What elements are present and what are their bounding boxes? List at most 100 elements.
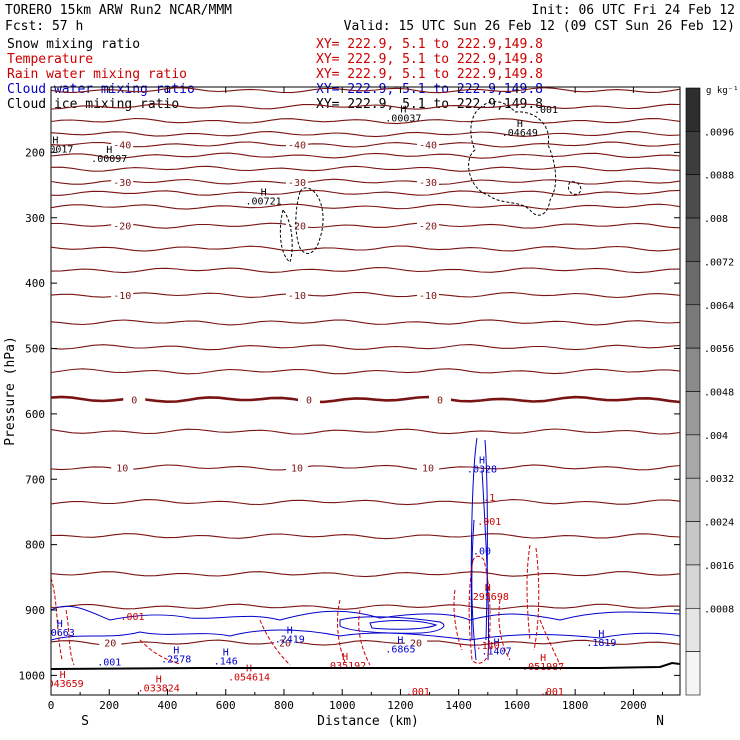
temperature-contour <box>51 291 680 299</box>
temperature-label: 20 <box>104 639 116 650</box>
rain-max-marker: H <box>342 652 348 663</box>
temperature-label-bg <box>285 461 308 474</box>
colorbar-swatch <box>685 261 701 306</box>
temperature-label: -20 <box>288 222 306 233</box>
temperature-label: -40 <box>113 141 131 152</box>
temperature-label-bg <box>111 461 134 474</box>
legend-xy-cloud-water: XY= 222.9, 5.1 to 222.9,149.8 <box>316 82 543 97</box>
rain-contour <box>51 577 75 666</box>
axes: 0 200 400 600 800 1000 1200 1400 1600 1800 2000200… <box>19 87 680 712</box>
colorbar-swatch <box>685 607 701 652</box>
colorbar-label: .0016 <box>704 561 734 572</box>
temperature-label: 0 <box>437 395 443 406</box>
snow-label: .00037 <box>385 114 421 125</box>
temperature-label: -20 <box>113 222 131 233</box>
cloud-water-max-marker: H <box>223 647 229 658</box>
cloud-water-label: .00 <box>473 546 491 557</box>
legend-xy-snow: XY= 222.9, 5.1 to 222.9,149.8 <box>316 37 543 52</box>
rain-contour <box>337 599 371 666</box>
snow-max-marker: H <box>106 145 112 156</box>
y-axis-title: Pressure (hPa) <box>3 336 18 446</box>
y-tick-label: 800 <box>25 539 45 552</box>
rain-label: .001 <box>120 612 144 623</box>
temperature-label-bg <box>429 393 452 406</box>
model-title: TORERO 15km ARW Run2 NCAR/MMM <box>5 3 232 18</box>
temperature-label-bg <box>297 393 320 406</box>
x-tick-label: 800 <box>274 699 294 712</box>
temperature-label-bg <box>417 288 440 301</box>
temperature-contour <box>51 639 680 646</box>
temperature-label: -30 <box>288 178 306 189</box>
colorbar-swatch <box>685 304 701 349</box>
temperature-contour <box>51 131 680 138</box>
legend-xy-temperature: XY= 222.9, 5.1 to 222.9,149.8 <box>316 52 543 67</box>
colorbar-label: .0024 <box>704 518 734 529</box>
rain-contour <box>526 544 540 651</box>
colorbar-swatch <box>685 391 701 436</box>
cloud-water-label: .001 <box>97 658 121 669</box>
y-tick-label: 400 <box>25 277 45 290</box>
init-time: Init: 06 UTC Fri 24 Feb 12 <box>532 3 736 18</box>
colorbar-label: .0088 <box>704 171 734 182</box>
temperature-contour <box>51 178 680 185</box>
temperature-contour <box>51 141 680 148</box>
colorbar-swatch <box>685 217 701 262</box>
temperature-label: -30 <box>113 178 131 189</box>
temperature-contour <box>51 395 680 404</box>
rain-label: .035192 <box>324 661 366 672</box>
temperature-label-bg <box>111 175 134 188</box>
temperature-contour <box>51 499 680 506</box>
temperature-contour <box>51 319 680 326</box>
temperature-label: -40 <box>288 141 306 152</box>
forecast-hour: Fcst: 57 h <box>5 19 83 34</box>
snow-contour <box>295 187 324 254</box>
legend: Snow mixing ratio XY= 222.9, 5.1 to 222.… <box>7 37 543 112</box>
x-tick-label: 1000 <box>329 699 356 712</box>
temperature-label-bg <box>417 138 440 151</box>
legend-xy-cloud-ice: XY= 222.9, 5.1 to 222.9,149.8 <box>316 97 543 112</box>
colorbar-label: .0064 <box>704 301 734 312</box>
rain-label: .054614 <box>228 673 270 684</box>
snow-label: .00097 <box>91 154 127 165</box>
colorbar: .0096 .0088 .008 .0072 .0064 .0056 .0048 .004 .0… <box>685 87 734 696</box>
x-tick-label: 0 <box>48 699 55 712</box>
south-label: S <box>81 714 89 729</box>
x-tick-label: 600 <box>216 699 236 712</box>
cloud-water-max-marker: H <box>287 626 293 637</box>
y-tick-label: 700 <box>25 473 45 486</box>
plot-frame <box>50 86 681 696</box>
colorbar-swatch <box>685 651 701 696</box>
cloud-water-max-marker: H <box>479 456 485 467</box>
colorbar-label: .0048 <box>704 388 734 399</box>
x-axis-title: Distance (km) <box>317 714 419 729</box>
cloud-water-label: .0328 <box>467 465 497 476</box>
snow-max-marker: H <box>400 105 406 116</box>
cloud-water-label: .1407 <box>481 646 511 657</box>
temperature-label: -20 <box>419 222 437 233</box>
cloud-water-label: .2578 <box>161 654 191 665</box>
cloud-water-contour <box>51 605 680 621</box>
temperature-label-bg <box>417 461 440 474</box>
rain-max-marker: H <box>60 670 66 681</box>
snow-max-marker: H <box>52 135 58 146</box>
temperature-label: -10 <box>419 291 437 302</box>
snow-contour <box>567 181 582 195</box>
snow-label: .04649 <box>502 128 538 139</box>
y-tick-label: 1000 <box>19 669 46 682</box>
colorbar-label: .008 <box>704 214 728 225</box>
rain-contour <box>139 619 291 666</box>
temperature-label: 0 <box>131 395 137 406</box>
rain-max-marker: H <box>540 653 546 664</box>
rain-contour <box>468 555 491 664</box>
cloud-water-contour <box>369 620 438 630</box>
temperature-label-bg <box>417 219 440 232</box>
cloud-water-max-marker: H <box>57 619 63 630</box>
rain-label: .001 <box>540 687 564 698</box>
x-tick-label: 400 <box>158 699 178 712</box>
cloud-water-contour <box>470 437 488 641</box>
x-tick-label: 1400 <box>445 699 472 712</box>
temperature-contour <box>51 222 680 229</box>
cloud-water-contour <box>51 629 680 641</box>
temperature-label-bg <box>285 219 308 232</box>
